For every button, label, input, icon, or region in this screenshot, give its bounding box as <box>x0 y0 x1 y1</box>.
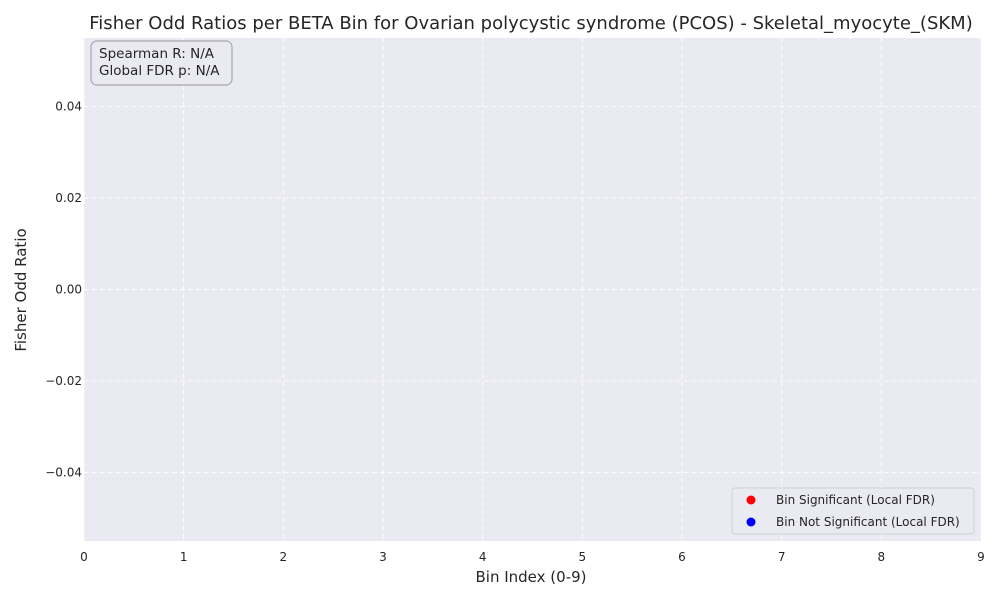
chart-title: Fisher Odd Ratios per BETA Bin for Ovari… <box>89 13 972 34</box>
y-tick-label: 0.02 <box>55 191 82 205</box>
x-tick-label: 9 <box>977 550 985 564</box>
legend-entry-label: Bin Significant (Local FDR) <box>776 493 935 507</box>
x-tick-label: 8 <box>878 550 886 564</box>
x-tick-label: 2 <box>280 550 288 564</box>
x-tick-label: 5 <box>579 550 587 564</box>
y-tick-labels: −0.04 −0.02 0.00 0.02 0.04 <box>45 100 82 480</box>
spearman-text: Spearman R: N/A <box>99 46 215 62</box>
y-tick-label: −0.02 <box>45 374 82 388</box>
y-tick-label: 0.04 <box>55 100 82 114</box>
x-tick-label: 6 <box>678 550 686 564</box>
x-axis-label: Bin Index (0-9) <box>476 568 587 586</box>
legend-marker <box>746 495 756 505</box>
legend-frame <box>731 487 975 535</box>
stats-annotation-box: Spearman R: N/A Global FDR p: N/A <box>90 40 233 86</box>
global-fdr-text: Global FDR p: N/A <box>99 63 220 79</box>
y-gridlines <box>84 106 981 473</box>
legend-marker <box>746 517 756 527</box>
legend-entry-label: Bin Not Significant (Local FDR) <box>776 515 960 529</box>
x-tick-label: 7 <box>778 550 786 564</box>
y-tick-label: −0.04 <box>45 465 82 479</box>
stats-box-frame <box>90 40 233 86</box>
x-tick-labels: 0 1 2 3 4 5 6 7 8 9 <box>80 550 985 564</box>
x-tick-label: 4 <box>479 550 487 564</box>
x-tick-label: 3 <box>379 550 387 564</box>
legend: Bin Significant (Local FDR) Bin Not Signi… <box>731 487 975 535</box>
x-tick-label: 1 <box>180 550 188 564</box>
y-tick-label: 0.00 <box>55 283 82 297</box>
y-axis-label: Fisher Odd Ratio <box>12 228 30 351</box>
x-tick-label: 0 <box>80 550 88 564</box>
